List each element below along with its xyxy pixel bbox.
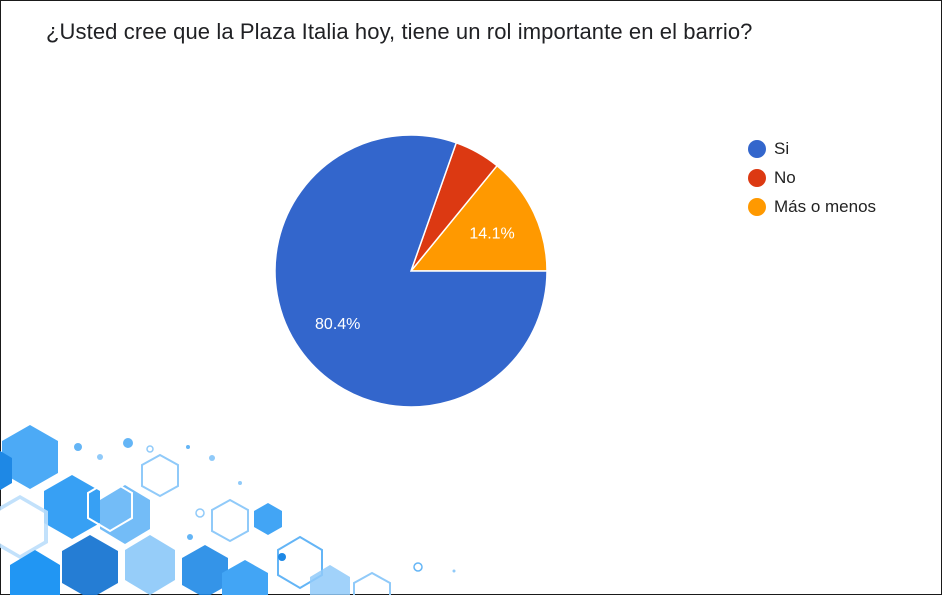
legend-item-mas-o-menos: Más o menos: [748, 192, 876, 221]
chart-legend: Si No Más o menos: [748, 134, 876, 221]
chart-title: ¿Usted cree que la Plaza Italia hoy, tie…: [46, 19, 753, 44]
hexagon-pattern: [0, 425, 456, 595]
legend-swatch-no: [748, 168, 766, 187]
legend-label-si: Si: [774, 138, 790, 158]
legend-swatch-mas-o-menos: [748, 197, 766, 216]
pie-slice-si: [274, 134, 548, 408]
legend-item-no: No: [748, 163, 876, 192]
legend-label-no: No: [774, 167, 796, 187]
pie-data-label: 14.1%: [469, 226, 514, 243]
legend-item-si: Si: [748, 134, 876, 163]
hexagon-decoration: [0, 425, 456, 595]
pie-data-label: 80.4%: [315, 316, 360, 333]
pie-slice-más-o-menos: [409, 164, 548, 272]
legend-label-mas-o-menos: Más o menos: [774, 196, 877, 216]
legend-swatch-si: [748, 139, 766, 158]
